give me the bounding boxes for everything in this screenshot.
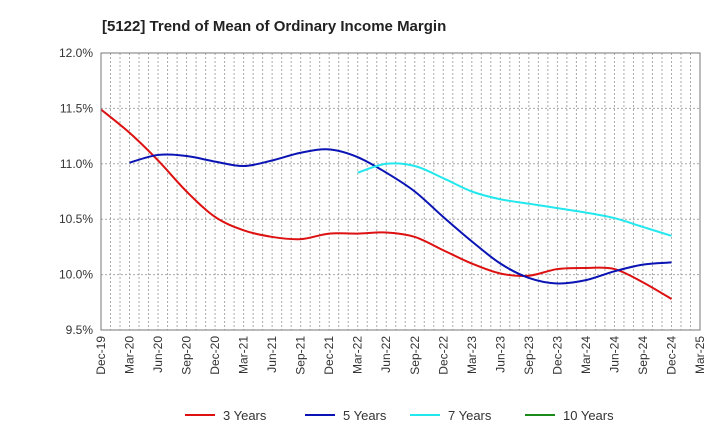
x-tick-label: Sep-22 [408,336,422,375]
y-tick-label: 9.5% [66,323,94,337]
x-tick-label: Mar-22 [351,336,365,374]
x-tick-label: Sep-21 [294,336,308,375]
x-tick-label: Mar-20 [123,336,137,374]
x-tick-label: Jun-24 [607,336,621,373]
series-lines [100,108,672,300]
legend-label: 3 Years [223,408,267,423]
x-tick-label: Mar-23 [465,336,479,374]
x-tick-label: Dec-19 [94,336,108,375]
series-line-3-years [100,108,672,300]
y-axis-ticks: 9.5% 10.0% 10.5% 11.0% 11.5% 12.0% [59,46,93,337]
x-tick-label: Dec-22 [436,336,450,375]
plot-border [100,52,701,331]
legend-label: 7 Years [448,408,492,423]
x-tick-label: Sep-23 [522,336,536,375]
x-tick-label: Mar-25 [693,336,707,374]
x-tick-label: Dec-24 [664,336,678,375]
y-tick-label: 10.0% [59,268,93,282]
y-tick-label: 11.0% [60,157,93,171]
x-tick-label: Sep-20 [180,336,194,375]
x-tick-label: Dec-20 [208,336,222,375]
legend-label: 10 Years [563,408,614,423]
y-tick-label: 10.5% [59,212,93,226]
legend-label: 5 Years [343,408,387,423]
legend: 3 Years 5 Years 7 Years 10 Years [185,408,614,423]
x-tick-label: Jun-22 [379,336,393,373]
x-tick-label: Mar-24 [579,336,593,374]
series-line-5-years [129,148,672,285]
x-tick-label: Mar-21 [237,336,251,374]
x-tick-label: Jun-20 [151,336,165,373]
x-tick-label: Dec-21 [322,336,336,375]
x-tick-label: Jun-21 [265,336,279,373]
x-axis-ticks: Dec-19 Mar-20 Jun-20 Sep-20 Dec-20 Mar-21 Jun-… [94,336,707,375]
y-tick-label: 12.0% [59,46,93,60]
grid [100,52,701,331]
series-line-7-years [357,162,672,237]
x-tick-label: Sep-24 [636,336,650,375]
plot-frame [100,52,701,331]
x-tick-label: Dec-23 [550,336,564,375]
x-tick-label: Jun-23 [493,336,507,373]
chart-title: [5122] Trend of Mean of Ordinary Income … [102,18,446,35]
y-tick-label: 11.5% [60,101,93,115]
